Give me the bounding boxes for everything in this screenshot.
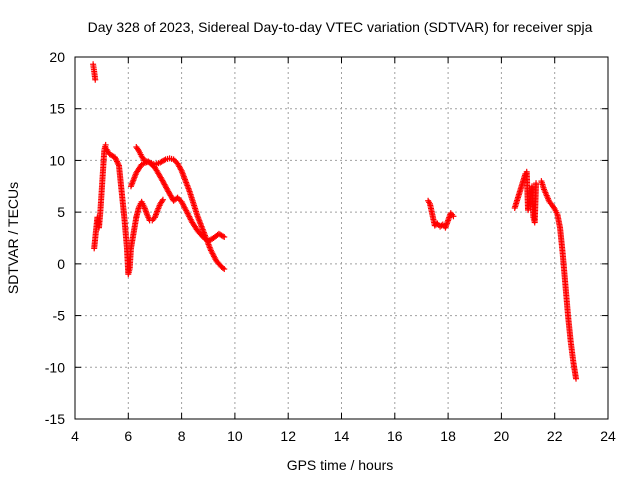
- data-point: [114, 159, 121, 166]
- data-point: [113, 158, 120, 165]
- data-point: [550, 204, 557, 211]
- data-point: [221, 266, 228, 273]
- data-point: [115, 161, 122, 168]
- x-tick-label: 18: [440, 428, 456, 444]
- data-point: [171, 157, 178, 164]
- x-tick-label: 24: [600, 428, 616, 444]
- y-tick-label: 20: [49, 49, 65, 65]
- x-tick-label: 12: [280, 428, 296, 444]
- y-tick-label: -5: [53, 308, 66, 324]
- data-point: [450, 213, 457, 220]
- data-point: [92, 76, 99, 83]
- data-point: [219, 264, 226, 271]
- data-point: [170, 156, 177, 163]
- data-point: [113, 157, 120, 164]
- x-tick-label: 20: [494, 428, 510, 444]
- data-points: [90, 61, 580, 382]
- data-point: [573, 375, 580, 382]
- y-tick-label: 0: [57, 256, 65, 272]
- data-point: [111, 154, 118, 161]
- x-axis-label: GPS time / hours: [287, 457, 394, 473]
- chart-title: Day 328 of 2023, Sidereal Day-to-day VTE…: [88, 19, 593, 35]
- x-tick-label: 6: [124, 428, 132, 444]
- grid-lines: [75, 57, 608, 419]
- x-tick-label: 8: [178, 428, 186, 444]
- y-tick-label: -15: [45, 411, 65, 427]
- data-point: [161, 157, 168, 164]
- y-tick-label: 10: [49, 152, 65, 168]
- data-point: [159, 198, 166, 205]
- y-axis-label: SDTVAR / TECUs: [5, 182, 21, 294]
- x-tick-label: 16: [387, 428, 403, 444]
- data-point: [175, 196, 182, 203]
- x-tick-labels: 4 6 8 10 12 14 16 18 20 22 24: [71, 428, 616, 444]
- y-tick-label: 15: [49, 101, 65, 117]
- data-point: [112, 155, 119, 162]
- data-point: [174, 194, 181, 201]
- data-point: [221, 233, 228, 240]
- data-point: [533, 180, 540, 187]
- y-tick-label: -10: [45, 359, 65, 375]
- data-point: [135, 146, 142, 153]
- data-point: [159, 196, 166, 203]
- y-tick-label: 5: [57, 204, 65, 220]
- y-tick-labels: -15 -10 -5 0 5 10 15 20: [45, 49, 65, 427]
- x-tick-label: 10: [227, 428, 243, 444]
- x-tick-label: 22: [547, 428, 563, 444]
- x-tick-label: 4: [71, 428, 79, 444]
- plot-frame: [74, 56, 609, 420]
- data-point: [219, 233, 226, 240]
- x-tick-label: 14: [334, 428, 350, 444]
